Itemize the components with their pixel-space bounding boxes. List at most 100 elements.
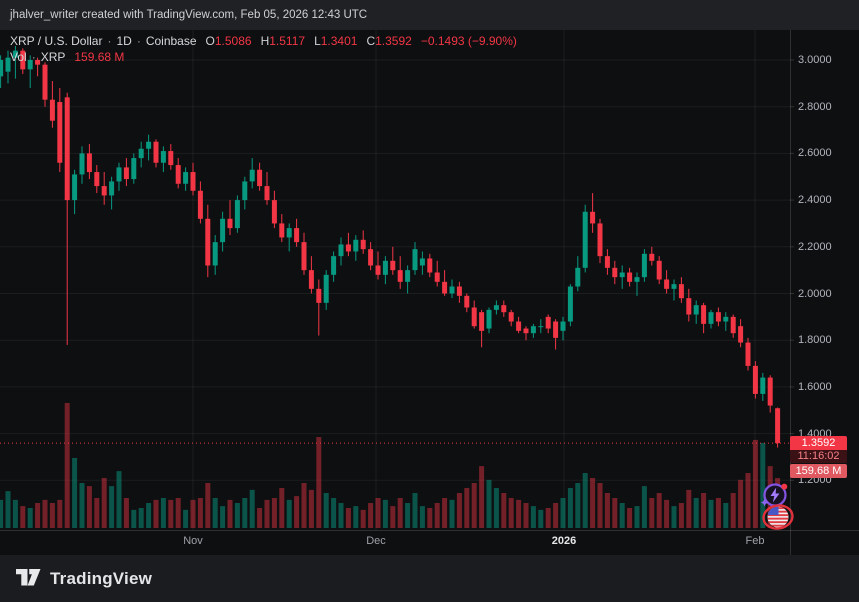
volume-bar: [49, 503, 55, 528]
candle-body: [775, 408, 781, 444]
volume-bar: [397, 498, 403, 528]
candle-body: [301, 242, 307, 271]
high-label: H: [260, 34, 270, 48]
volume-bar: [308, 489, 314, 528]
volume-bar: [501, 493, 507, 528]
legend-separator: ·: [136, 34, 141, 48]
candle-body: [604, 256, 610, 268]
volume-bar: [701, 493, 707, 528]
candle-body: [649, 253, 655, 261]
price-axis-label: 2.6000: [798, 147, 832, 160]
price-axis-label: 1.6000: [798, 380, 832, 393]
volume-label[interactable]: Vol: [10, 50, 27, 64]
candle-body: [316, 288, 322, 303]
candle-body: [427, 258, 433, 273]
candle-body: [242, 181, 248, 201]
exchange-label[interactable]: Coinbase: [145, 34, 197, 48]
volume-bar: [708, 499, 714, 528]
candle-body: [738, 326, 744, 343]
volume-bar: [567, 488, 573, 528]
candle-body: [597, 223, 603, 257]
candle-body: [279, 223, 285, 238]
candle-body: [627, 272, 633, 282]
volume-bar: [86, 486, 92, 528]
candle-body: [382, 260, 388, 275]
volume-bar: [264, 499, 270, 528]
volume-symbol: XRP: [40, 50, 66, 64]
candle-body: [397, 270, 403, 282]
candle-body: [294, 228, 300, 243]
candle-body: [109, 181, 115, 196]
open-value: 1.5086: [214, 34, 252, 48]
volume-bar: [212, 498, 218, 528]
volume-bar: [101, 478, 107, 528]
candle-body: [20, 50, 26, 70]
candle-body: [123, 167, 129, 180]
candle-body: [168, 151, 174, 166]
candle-body: [634, 277, 640, 282]
candle-body: [693, 305, 699, 315]
volume-bar: [612, 498, 618, 528]
candle-body: [582, 211, 588, 268]
candle-body: [64, 97, 70, 201]
volume-bar: [516, 499, 522, 528]
volume-value: 159.68 M: [74, 50, 125, 64]
brand-name[interactable]: TradingView: [50, 568, 153, 588]
candle-body: [656, 260, 662, 280]
volume-bar: [0, 499, 4, 528]
price-axis-label: 2.2000: [798, 240, 832, 253]
candle-body: [271, 200, 277, 224]
volume-bar: [627, 508, 633, 528]
volume-bar: [649, 498, 655, 528]
candle-body: [664, 279, 670, 289]
symbol-title[interactable]: XRP / U.S. Dollar: [10, 34, 103, 48]
volume-bar: [286, 499, 292, 528]
volume-bar: [693, 498, 699, 528]
volume-bar: [5, 491, 11, 528]
volume-bar: [131, 509, 137, 528]
candle-body: [553, 321, 559, 338]
volume-bar: [752, 439, 758, 528]
tradingview-logo[interactable]: [16, 569, 41, 588]
candle-body: [220, 218, 226, 243]
candle-body: [686, 298, 692, 315]
volume-bar: [538, 509, 544, 528]
candle-body: [227, 218, 233, 229]
candle-body: [101, 186, 107, 196]
candle-body: [767, 377, 773, 406]
candle-body: [745, 342, 751, 366]
volume-bar: [72, 458, 78, 528]
candle-body: [12, 50, 18, 58]
chart-panel[interactable]: 3.0000 2.8000 2.6000 2.4000 2.2000 2.0000 1.80…: [0, 30, 859, 555]
volume-bar: [390, 506, 396, 528]
candle-body: [345, 244, 351, 252]
candlestick-chart[interactable]: [0, 30, 859, 555]
volume-bar: [360, 509, 366, 528]
volume-bar: [442, 498, 448, 528]
interval-label[interactable]: 1D: [116, 34, 132, 48]
candle-body: [197, 190, 203, 219]
candle-body: [286, 228, 292, 238]
last-price-badge: 1.3592 11:16:02: [790, 436, 847, 463]
volume-bar: [715, 498, 721, 528]
volume-bar: [316, 437, 322, 528]
time-axis-label: 2026: [551, 535, 577, 547]
volume-bar: [301, 483, 307, 528]
volume-bar: [745, 473, 751, 528]
volume-bar: [116, 471, 122, 528]
candle-body: [449, 286, 455, 294]
candle-body: [493, 305, 499, 310]
volume-bar: [434, 503, 440, 528]
volume-bar: [197, 498, 203, 528]
volume-bar: [530, 506, 536, 528]
attribution-bar: jhalver_writer created with TradingView.…: [0, 0, 859, 30]
volume-bar: [35, 503, 41, 528]
us-flag-sticker-icon[interactable]: [760, 501, 798, 538]
volume-bar: [686, 489, 692, 528]
volume-bar: [553, 503, 559, 528]
candle-body: [338, 244, 344, 257]
volume-bar: [257, 508, 263, 528]
candle-body: [479, 312, 485, 331]
candle-body: [723, 316, 729, 322]
footer-bar: TradingView: [0, 555, 859, 602]
